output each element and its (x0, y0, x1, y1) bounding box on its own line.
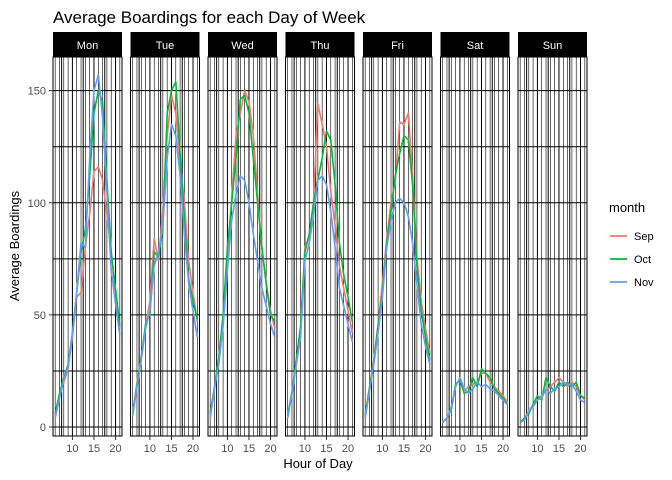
x-tick-label: 15 (398, 443, 410, 455)
panel-background (363, 57, 432, 436)
panel-border (285, 56, 355, 437)
panel-border (130, 56, 200, 437)
panel-background (440, 57, 510, 436)
x-tick-label: 15 (165, 443, 177, 455)
x-tick-label: 10 (221, 443, 233, 455)
legend-label-nov: Nov (634, 277, 654, 289)
panel-background (285, 57, 355, 436)
panel-background (130, 57, 200, 436)
panel-background (518, 57, 587, 436)
panel-mon: Mon (52, 32, 123, 437)
facet-panels: Mon Tue Wed Thu Fri Sat Sun (52, 32, 588, 437)
x-tick-label: 15 (88, 443, 100, 455)
x-tick-label: 10 (531, 443, 543, 455)
strip-sun (518, 32, 587, 57)
x-tick-label: 10 (66, 443, 78, 455)
legend-title: month (609, 200, 645, 215)
strip-label-thu: Thu (311, 40, 330, 52)
strip-label-wed: Wed (231, 40, 253, 52)
x-tick-label: 20 (109, 443, 121, 455)
strip-label-tue: Tue (156, 40, 175, 52)
series-line-sun-nov (519, 381, 586, 424)
panel-background (208, 57, 277, 436)
series-line-wed-nov (209, 175, 276, 419)
series-line-sat-nov (442, 376, 508, 424)
strip-thu (285, 32, 355, 57)
y-axis: 0 50 100 150 (28, 86, 53, 434)
x-tick-label: 10 (454, 443, 466, 455)
strip-label-sun: Sun (543, 40, 563, 52)
x-tick-label: 15 (320, 443, 332, 455)
panel-sun: Sun (517, 32, 588, 437)
x-axis-title: Hour of Day (283, 456, 353, 471)
legend: month Sep Oct Nov (609, 200, 654, 289)
panel-border (362, 56, 433, 437)
x-tick-label: 15 (553, 443, 565, 455)
x-tick-label: 20 (497, 443, 509, 455)
legend-label-sep: Sep (634, 231, 654, 243)
panel-wed: Wed (207, 32, 278, 437)
x-tick-label: 10 (376, 443, 388, 455)
panel-border (207, 56, 278, 437)
legend-entries: Sep Oct Nov (610, 231, 654, 289)
x-tick-label: 20 (342, 443, 354, 455)
panel-sat: Sat (440, 32, 510, 437)
panel-thu: Thu (285, 32, 355, 437)
series-line-fri-nov (364, 197, 431, 419)
x-tick-label: 10 (144, 443, 156, 455)
strip-tue (130, 32, 200, 57)
strip-label-sat: Sat (467, 40, 484, 52)
strip-wed (208, 32, 277, 57)
strip-label-fri: Fri (391, 40, 404, 52)
chart-title: Average Boardings for each Day of Week (53, 8, 366, 27)
x-tick-label: 20 (264, 443, 276, 455)
series-line-tue-nov (131, 123, 199, 416)
panel-border (52, 56, 123, 437)
panel-border (517, 56, 588, 437)
panel-border (440, 56, 510, 437)
panel-tue: Tue (130, 32, 200, 437)
series-line-thu-nov (286, 175, 354, 419)
x-axis: 10 15 20 10 15 20 10 15 20 10 15 20 10 15 20 10 15 20 10 15… (66, 436, 587, 455)
series-line-wed-oct (209, 94, 276, 414)
x-tick-label: 20 (419, 443, 431, 455)
series-line-mon-nov (54, 74, 121, 419)
x-tick-label: 20 (187, 443, 199, 455)
legend-label-oct: Oct (634, 254, 651, 266)
y-axis-title: Average Boardings (7, 190, 22, 301)
x-tick-label: 10 (299, 443, 311, 455)
strip-mon (53, 32, 122, 57)
series-line-thu-oct (286, 130, 354, 416)
strip-label-mon: Mon (77, 40, 98, 52)
x-tick-label: 20 (574, 443, 586, 455)
strip-fri (363, 32, 432, 57)
x-tick-label: 15 (243, 443, 255, 455)
x-tick-label: 15 (475, 443, 487, 455)
panel-fri: Fri (362, 32, 433, 437)
y-tick-label: 50 (34, 310, 46, 322)
y-tick-label: 100 (28, 198, 46, 210)
strip-sat (440, 32, 510, 57)
y-tick-label: 150 (28, 86, 46, 98)
y-tick-label: 0 (40, 422, 46, 434)
